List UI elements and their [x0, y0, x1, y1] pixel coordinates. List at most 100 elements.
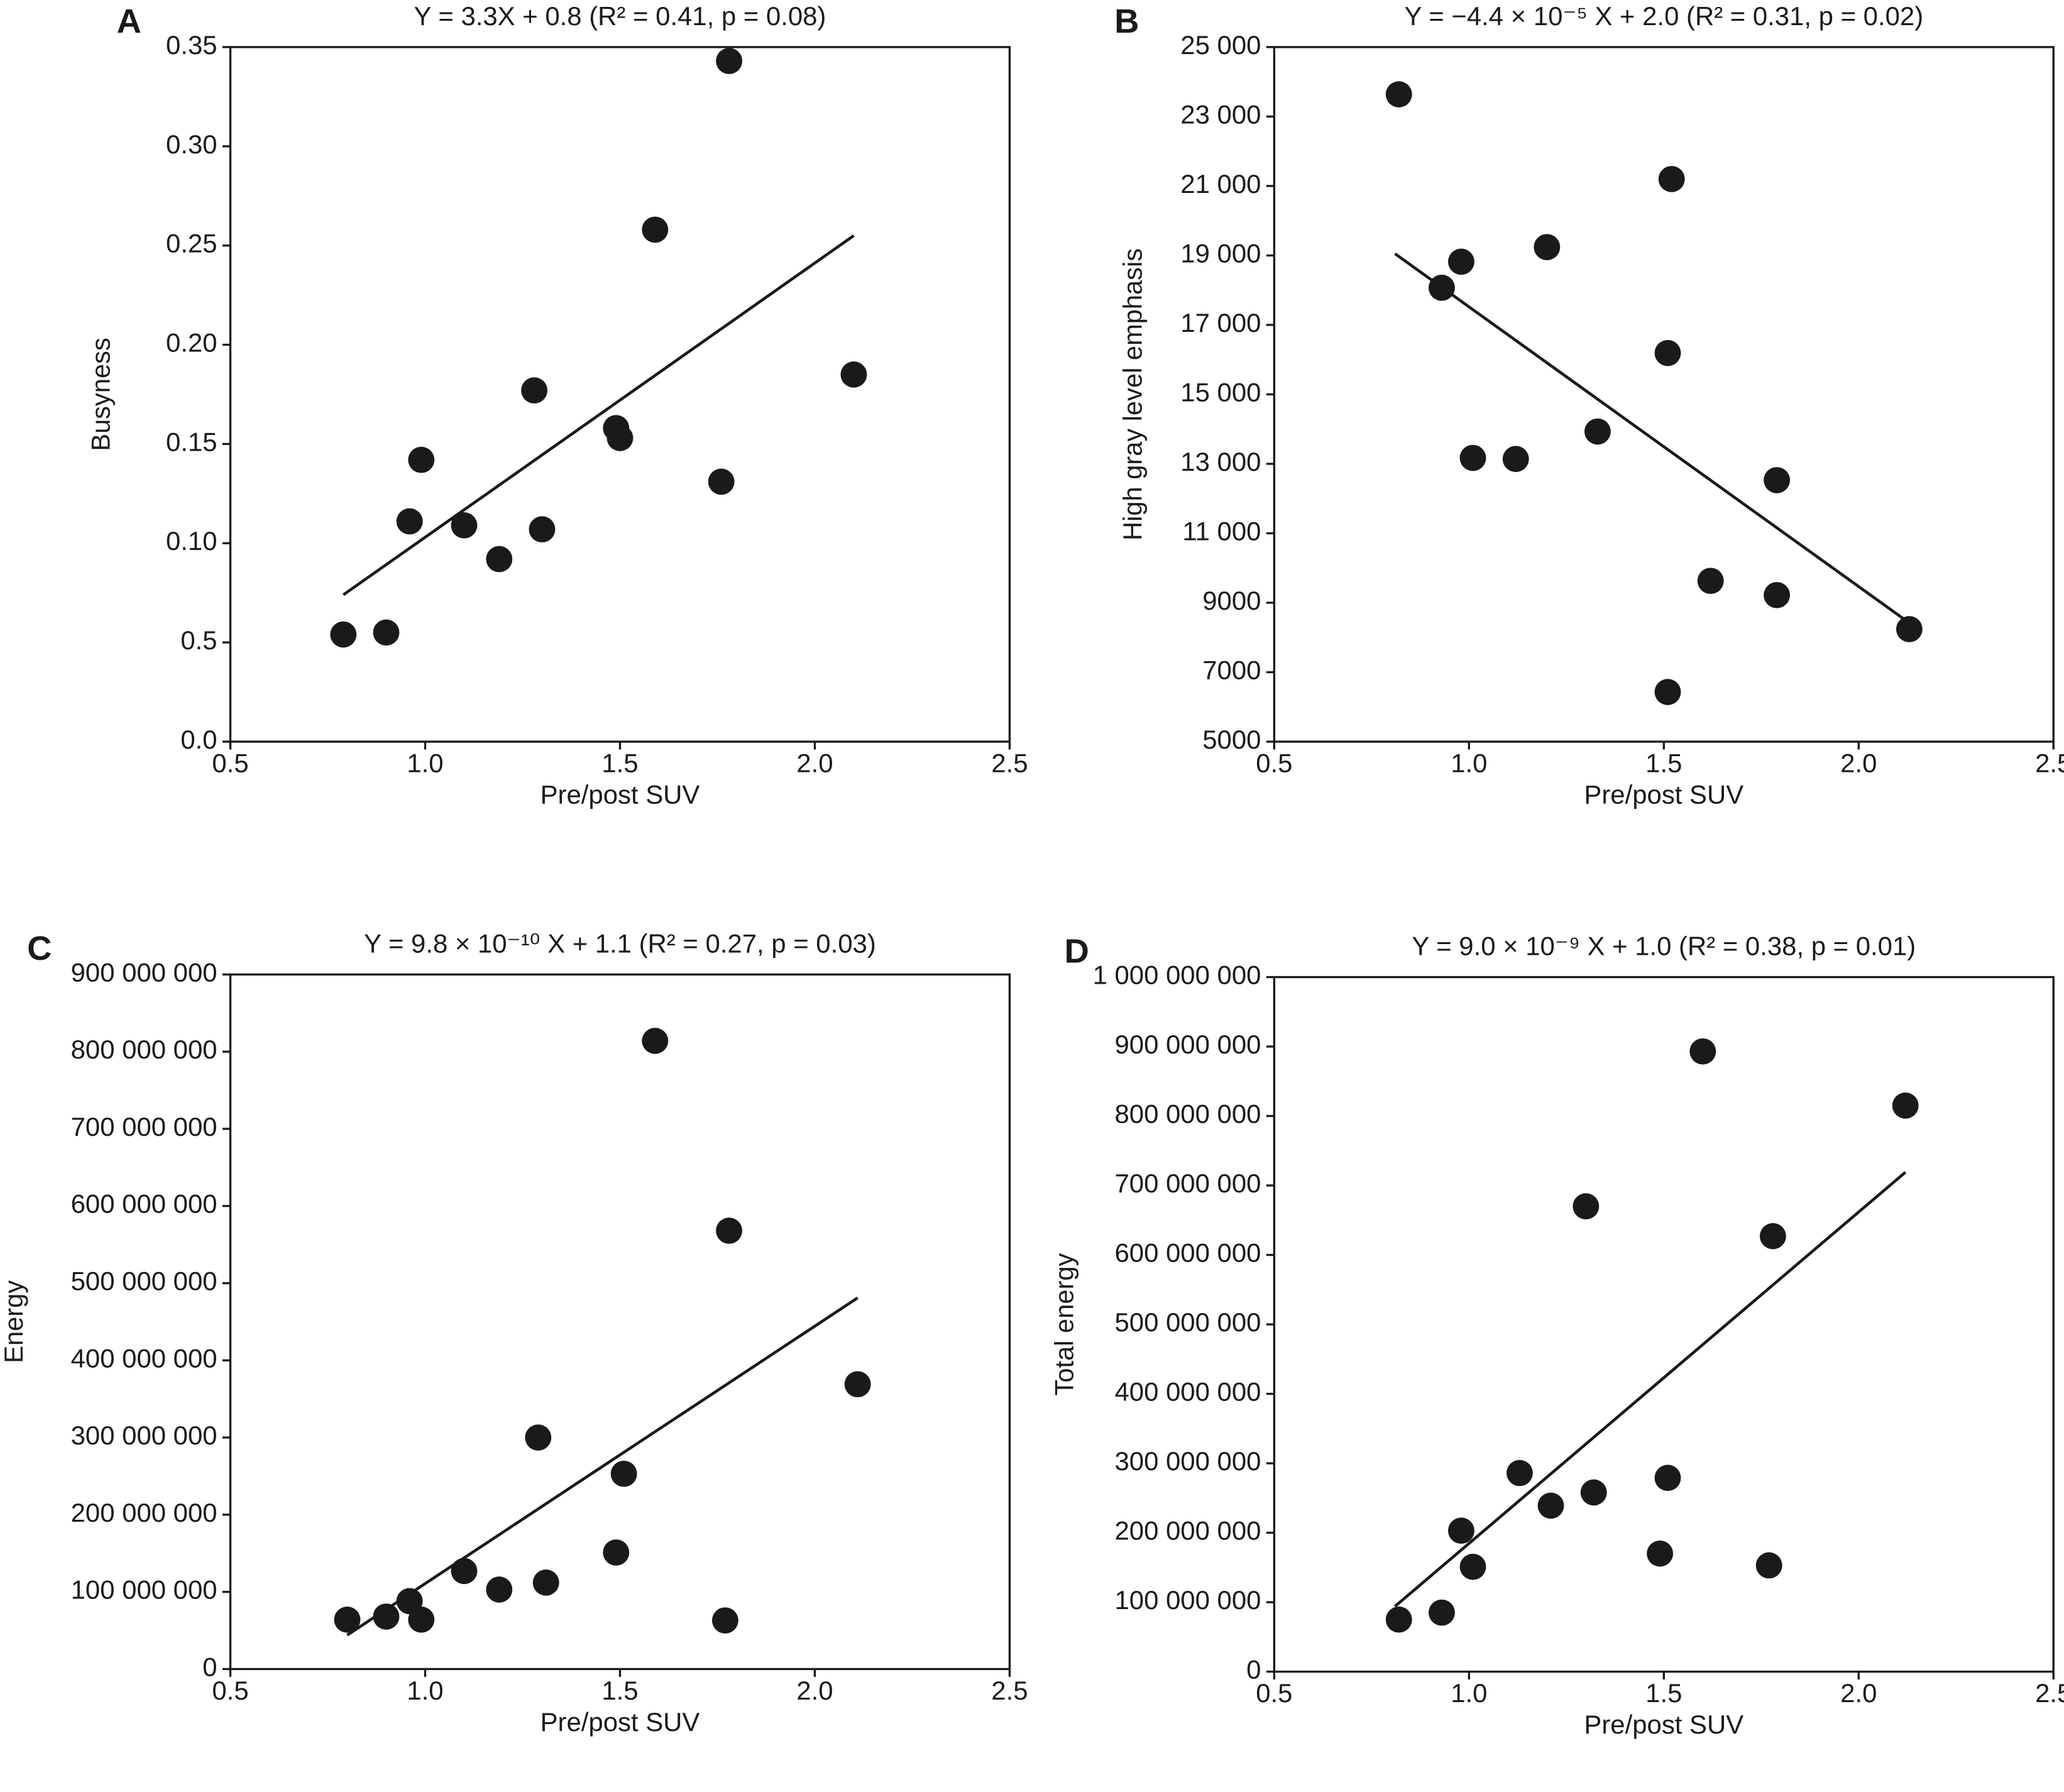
chart-title: Y = 9.8 × 10⁻¹⁰ X + 1.1 (R² = 0.27, p = … — [364, 929, 876, 959]
data-point — [1428, 274, 1455, 301]
y-tick-label: 13 000 — [1180, 447, 1261, 476]
x-tick-label: 2.0 — [1840, 1678, 1877, 1708]
y-tick-label: 17 000 — [1180, 308, 1261, 338]
panel-label: D — [1065, 932, 1089, 970]
x-tick-label: 2.5 — [2035, 749, 2064, 778]
y-tick-label: 600 000 000 — [1114, 1238, 1261, 1268]
data-point — [1385, 1606, 1412, 1633]
x-tick-label: 2.5 — [991, 749, 1028, 778]
y-tick-label: 100 000 000 — [1114, 1585, 1261, 1615]
x-tick-label: 1.0 — [407, 749, 443, 778]
x-tick-label: 2.0 — [796, 749, 833, 778]
panel-label: C — [27, 929, 52, 967]
x-axis-label: Pre/post SUV — [1584, 1710, 1743, 1739]
y-axis-label: Total energy — [1049, 1253, 1079, 1396]
data-point — [373, 1603, 400, 1630]
data-point — [486, 1576, 513, 1603]
y-tick-label: 500 000 000 — [71, 1267, 217, 1296]
data-point — [642, 216, 669, 243]
x-axis-label: Pre/post SUV — [541, 779, 700, 809]
data-point — [716, 48, 742, 74]
data-point — [708, 468, 735, 495]
data-point — [1647, 1540, 1674, 1567]
plot-frame — [1273, 976, 2055, 1673]
data-point — [1654, 1465, 1681, 1492]
y-tick-label: 0.0 — [180, 725, 217, 754]
data-point — [1654, 339, 1681, 366]
panel-label: B — [1114, 2, 1139, 40]
y-tick-label: 0.10 — [166, 526, 217, 556]
y-tick-label: 0.15 — [166, 427, 217, 456]
data-point — [1584, 418, 1611, 445]
x-tick-label: 1.5 — [1645, 1678, 1682, 1708]
y-axis-label: Energy — [0, 1280, 28, 1363]
data-point — [1534, 234, 1561, 260]
data-point — [1759, 1223, 1786, 1250]
data-point — [373, 619, 400, 646]
y-tick-label: 0.20 — [166, 328, 217, 358]
y-tick-label: 0.5 — [180, 625, 217, 655]
y-tick-label: 9000 — [1202, 586, 1261, 615]
data-point — [1892, 1092, 1919, 1119]
data-point — [408, 1606, 435, 1633]
data-point — [607, 425, 634, 451]
x-tick-label: 0.5 — [212, 1676, 248, 1705]
x-tick-label: 1.5 — [601, 749, 638, 778]
y-tick-label: 0.35 — [166, 30, 217, 60]
data-point — [408, 446, 435, 473]
y-tick-label: 15 000 — [1180, 378, 1261, 407]
y-tick-label: 900 000 000 — [71, 957, 217, 987]
y-tick-label: 100 000 000 — [71, 1575, 217, 1605]
data-point — [1658, 166, 1685, 192]
data-point — [610, 1460, 637, 1487]
data-point — [1459, 444, 1486, 471]
y-tick-label: 5000 — [1202, 725, 1261, 754]
x-tick-label: 2.5 — [991, 1676, 1028, 1705]
data-point — [642, 1028, 669, 1054]
plot-frame — [1273, 46, 2055, 743]
data-point — [396, 508, 423, 535]
y-tick-label: 1 000 000 000 — [1093, 960, 1261, 990]
trend-line — [342, 234, 855, 596]
x-tick-label: 2.0 — [796, 1676, 833, 1705]
data-point — [529, 516, 556, 542]
data-point — [1764, 467, 1791, 493]
data-point — [1697, 568, 1724, 594]
x-axis-label: Pre/post SUV — [1584, 779, 1743, 809]
y-tick-label: 700 000 000 — [1114, 1168, 1261, 1198]
data-point — [1385, 81, 1412, 107]
x-tick-label: 1.0 — [407, 1676, 443, 1705]
trend-line — [1394, 1171, 1907, 1608]
data-point — [1654, 679, 1681, 705]
y-tick-label: 7000 — [1202, 656, 1261, 685]
y-tick-label: 200 000 000 — [71, 1498, 217, 1527]
y-tick-label: 200 000 000 — [1114, 1516, 1261, 1546]
data-point — [1537, 1492, 1564, 1519]
x-axis-label: Pre/post SUV — [541, 1707, 700, 1737]
trend-line — [346, 1296, 859, 1637]
y-tick-label: 400 000 000 — [1114, 1377, 1261, 1407]
data-point — [451, 1558, 478, 1585]
x-tick-label: 0.5 — [212, 749, 248, 778]
y-tick-label: 19 000 — [1180, 239, 1261, 268]
data-point — [1502, 446, 1529, 473]
data-point — [716, 1218, 742, 1244]
data-point — [1573, 1193, 1600, 1219]
x-tick-label: 0.5 — [1256, 1678, 1292, 1708]
y-tick-label: 0.30 — [166, 129, 217, 159]
x-tick-label: 2.5 — [2035, 1678, 2064, 1708]
data-point — [603, 1539, 630, 1566]
x-tick-label: 0.5 — [1256, 749, 1292, 778]
y-tick-label: 900 000 000 — [1114, 1030, 1261, 1059]
data-point — [1580, 1479, 1607, 1506]
data-point — [1459, 1553, 1486, 1580]
y-tick-label: 0.25 — [166, 229, 217, 258]
data-point — [1896, 616, 1923, 642]
data-point — [486, 546, 513, 573]
y-tick-label: 11 000 — [1182, 517, 1261, 546]
y-tick-label: 0 — [202, 1652, 217, 1682]
y-tick-label: 700 000 000 — [71, 1112, 217, 1141]
data-point — [330, 621, 357, 648]
y-tick-label: 800 000 000 — [1114, 1099, 1261, 1129]
x-tick-label: 1.5 — [1645, 749, 1682, 778]
